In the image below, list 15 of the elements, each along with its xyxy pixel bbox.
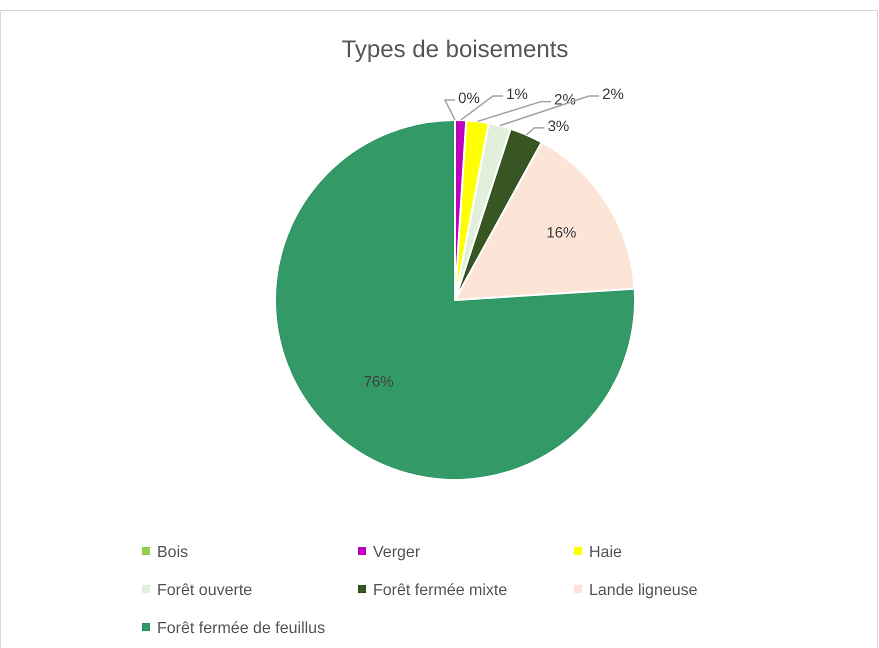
legend-label: Forêt fermée de feuillus (157, 620, 326, 637)
legend-label: Lande ligneuse (589, 582, 698, 599)
data-label: 76% (364, 373, 394, 390)
data-label: 1% (506, 86, 528, 103)
data-label: 16% (546, 224, 576, 242)
data-label: 2% (602, 86, 624, 103)
legend-label: Haie (589, 544, 622, 561)
legend-label: Verger (373, 544, 421, 561)
data-label: 3% (548, 118, 570, 135)
legend-label: Bois (157, 544, 188, 561)
legend-label: Forêt fermée mixte (373, 582, 508, 599)
pie-slice (274, 119, 636, 481)
text: 0% (458, 90, 480, 107)
legend-label: Forêt ouverte (157, 582, 252, 599)
chart-title: Types de boisements (342, 36, 568, 63)
